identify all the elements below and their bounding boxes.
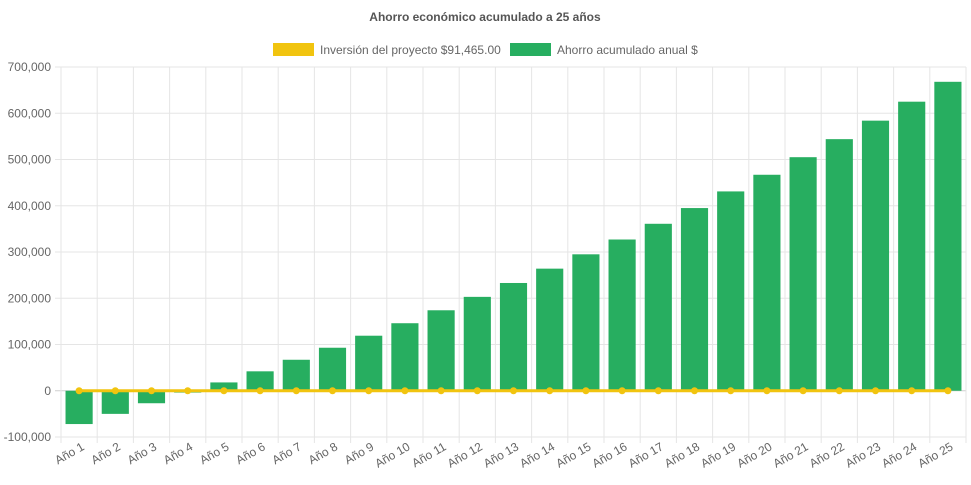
investment-point xyxy=(654,387,662,395)
x-tick-label: Año 24 xyxy=(879,439,919,470)
x-tick-label: Año 9 xyxy=(342,439,376,467)
investment-point xyxy=(292,387,300,395)
x-tick-label: Año 2 xyxy=(89,439,123,467)
y-tick-label: 0 xyxy=(44,384,51,398)
investment-point xyxy=(944,387,952,395)
bar xyxy=(825,139,853,391)
bar xyxy=(934,81,962,391)
investment-point xyxy=(763,387,771,395)
y-axis: -100,000 0 100,000 200,000 300,000 400,000 500… xyxy=(4,60,52,444)
bar-series xyxy=(65,81,962,425)
bar xyxy=(644,223,672,391)
bar xyxy=(572,254,600,391)
x-tick-label: Año 8 xyxy=(306,439,340,467)
x-tick-label: Año 10 xyxy=(372,439,412,470)
x-tick-label: Año 21 xyxy=(771,439,811,470)
x-axis: Año 1 Año 2 Año 3 Año 4 Año 5 Año 6 Año 7 Año 8… xyxy=(52,439,955,470)
y-tick-label: -100,000 xyxy=(4,430,52,444)
investment-point xyxy=(835,387,843,395)
legend-label: Inversión del proyecto $91,465.00 xyxy=(320,43,501,57)
investment-point xyxy=(799,387,807,395)
investment-point xyxy=(329,387,336,395)
y-tick-label: 200,000 xyxy=(8,291,52,305)
x-tick-label: Año 1 xyxy=(52,439,86,467)
x-tick-label: Año 15 xyxy=(553,439,593,470)
y-tick-label: 400,000 xyxy=(8,199,52,213)
x-tick-label: Año 6 xyxy=(233,439,267,467)
x-tick-label: Año 5 xyxy=(197,439,231,467)
x-tick-label: Año 14 xyxy=(517,439,557,470)
investment-point xyxy=(618,387,626,395)
bar xyxy=(789,157,817,391)
legend-label: Ahorro acumulado anual $ xyxy=(557,43,698,57)
legend: Inversión del proyecto $91,465.00 Ahorro … xyxy=(273,43,698,57)
bar xyxy=(499,282,528,391)
bar xyxy=(536,268,564,391)
x-tick-label: Año 20 xyxy=(734,439,774,470)
x-tick-label: Año 19 xyxy=(698,439,738,470)
legend-swatch xyxy=(273,43,314,56)
x-tick-label: Año 18 xyxy=(662,439,702,470)
bar xyxy=(318,347,347,391)
investment-point xyxy=(184,387,192,395)
bar xyxy=(282,359,310,391)
bar xyxy=(463,296,491,391)
x-tick-label: Año 23 xyxy=(843,439,883,470)
x-tick-label: Año 25 xyxy=(915,439,955,470)
investment-point xyxy=(582,387,590,395)
x-tick-label: Año 11 xyxy=(409,439,448,470)
investment-point xyxy=(401,387,409,395)
bar xyxy=(680,208,709,391)
y-tick-label: 300,000 xyxy=(8,245,52,259)
investment-point xyxy=(365,387,373,395)
bar xyxy=(246,371,274,391)
investment-point xyxy=(256,387,264,395)
bar xyxy=(608,239,636,391)
line-series xyxy=(75,387,952,395)
investment-point xyxy=(111,387,119,395)
bar xyxy=(65,390,93,425)
investment-point xyxy=(908,387,916,395)
y-tick-label: 600,000 xyxy=(8,106,52,120)
y-tick-label: 700,000 xyxy=(8,60,52,74)
bar xyxy=(101,390,129,414)
investment-point xyxy=(437,387,445,395)
x-tick-label: Año 16 xyxy=(590,439,630,470)
x-tick-label: Año 4 xyxy=(161,439,195,467)
bar xyxy=(861,120,890,391)
x-tick-label: Año 17 xyxy=(626,439,666,470)
investment-point xyxy=(220,387,228,395)
investment-point xyxy=(727,387,735,395)
investment-point xyxy=(546,387,554,395)
bar xyxy=(427,310,455,391)
bar xyxy=(717,191,745,391)
x-tick-label: Año 13 xyxy=(481,439,521,470)
legend-swatch xyxy=(510,43,551,56)
investment-point xyxy=(510,387,517,395)
investment-point xyxy=(75,387,83,395)
x-tick-label: Año 22 xyxy=(807,439,847,470)
bar xyxy=(391,323,419,391)
bar xyxy=(898,101,926,391)
investment-point xyxy=(473,387,481,395)
grid xyxy=(55,66,967,443)
y-tick-label: 500,000 xyxy=(8,153,52,167)
bar xyxy=(355,335,383,391)
x-tick-label: Año 3 xyxy=(125,439,159,467)
x-tick-label: Año 12 xyxy=(445,439,485,470)
bar xyxy=(137,390,166,404)
investment-point xyxy=(148,387,155,395)
x-tick-label: Año 7 xyxy=(270,439,304,467)
bar xyxy=(753,174,781,391)
bar xyxy=(210,382,238,391)
chart-title: Ahorro económico acumulado a 25 años xyxy=(369,10,601,24)
investment-point xyxy=(691,387,698,395)
investment-point xyxy=(872,387,879,395)
y-tick-label: 100,000 xyxy=(8,338,52,352)
